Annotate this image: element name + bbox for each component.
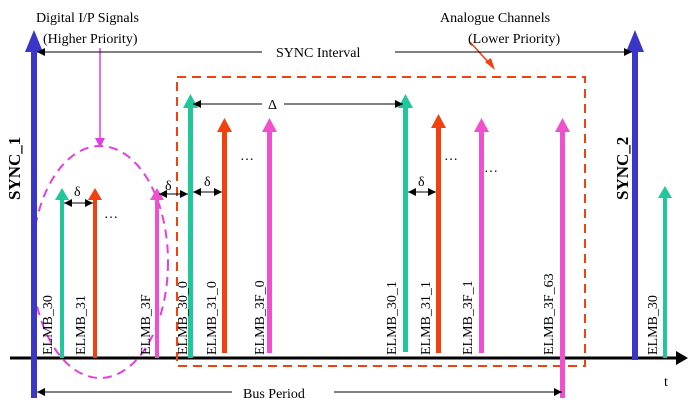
elmb-3f-63-pulse xyxy=(560,130,565,398)
digital-signals-subtitle: (Higher Priority) xyxy=(43,32,138,47)
delta-small-label-2: δ xyxy=(165,179,172,194)
sync-1-arrowhead xyxy=(25,30,43,52)
elmb-30-1-label: ELMB_30_1 xyxy=(385,281,400,355)
elmb-3f-0-label: ELMB_3F_0 xyxy=(253,280,268,355)
elmb-3f-pulse xyxy=(155,198,159,358)
elmb-3f-label: ELMB_3F xyxy=(139,294,154,355)
ellipsis-analogue-1b: … xyxy=(484,161,498,176)
analogue-channels-region xyxy=(176,76,586,367)
sync-1-pulse xyxy=(31,50,37,398)
time-axis-arrowhead xyxy=(676,351,688,365)
elmb-30-label: ELMB_30 xyxy=(41,295,56,355)
elmb-30-1-arrowhead xyxy=(398,94,413,108)
elmb-3f-0-arrowhead xyxy=(262,118,277,132)
elmb-31-arrowhead xyxy=(88,188,102,200)
elmb-31-0-arrowhead xyxy=(217,118,232,132)
elmb-31-1-pulse xyxy=(436,126,441,353)
elmb-30-pulse xyxy=(60,198,64,358)
delta-small-label-4: δ xyxy=(418,175,425,190)
digital-signals-title: Digital I/P Signals xyxy=(36,11,139,26)
elmb-30-0-label: ELMB_30_0 xyxy=(176,281,191,355)
elmb-31-label: ELMB_31 xyxy=(74,295,89,355)
delta-small-label-1: δ xyxy=(74,185,81,200)
delta-big-label: Δ xyxy=(268,98,277,113)
elmb-3f-1-pulse xyxy=(479,130,484,353)
analogue-pointer-head xyxy=(485,58,495,70)
elmb-3f-63-arrowhead xyxy=(555,118,570,132)
elmb-30-next-label: ELMB_30 xyxy=(646,295,661,355)
elmb-31-0-label: ELMB_31_0 xyxy=(205,281,220,355)
sync-2-label: SYNC_2 xyxy=(613,137,632,200)
analogue-channels-title: Analogue Channels xyxy=(440,11,550,26)
elmb-3f-1-arrowhead xyxy=(474,118,489,132)
elmb-30-next-arrowhead xyxy=(658,186,672,198)
elmb-30-0-arrowhead xyxy=(183,94,198,108)
sync-2-pulse xyxy=(632,50,638,360)
delta-small-label-3: δ xyxy=(204,175,211,190)
elmb-3f-1-label: ELMB_3F_1 xyxy=(461,280,476,355)
elmb-3f-63-label: ELMB_3F_63 xyxy=(542,273,557,355)
analogue-pointer-line xyxy=(469,41,491,65)
ellipsis-analogue-1a: … xyxy=(444,149,458,164)
analogue-channels-subtitle: (Lower Priority) xyxy=(468,32,560,47)
elmb-30-arrowhead xyxy=(55,188,69,200)
elmb-31-0-pulse xyxy=(222,130,227,353)
time-axis-label: t xyxy=(664,375,668,390)
sync-1-label: SYNC_1 xyxy=(5,137,24,200)
elmb-3f-0-pulse xyxy=(267,130,272,353)
elmb-30-0-pulse xyxy=(188,106,193,358)
ellipsis-analogue-0: … xyxy=(240,149,254,164)
elmb-31-1-arrowhead xyxy=(431,114,446,128)
elmb-30-1-pulse xyxy=(403,106,408,352)
elmb-31-1-label: ELMB_31_1 xyxy=(419,281,434,355)
digital-pointer-head xyxy=(95,138,105,148)
sync-2-arrowhead xyxy=(626,30,644,52)
ellipsis-digital: … xyxy=(104,207,118,222)
sync-interval-label: SYNC Interval xyxy=(276,46,360,61)
elmb-31-pulse xyxy=(93,198,97,358)
bus-period-label: Bus Period xyxy=(243,387,305,402)
elmb-30-next-pulse xyxy=(663,196,667,358)
